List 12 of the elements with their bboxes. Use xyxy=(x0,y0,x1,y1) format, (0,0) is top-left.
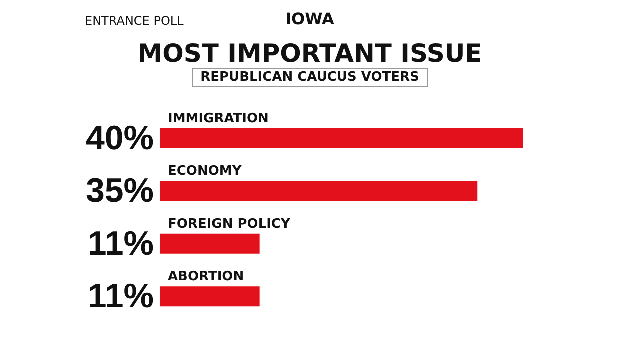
text: IOWA xyxy=(286,10,336,28)
y-tick-label: ABORTION xyxy=(168,270,244,285)
chart-title: MOST IMPORTANT ISSUE xyxy=(138,39,482,68)
data-label: 11% xyxy=(88,224,154,263)
y-tick-label: IMMIGRATION xyxy=(168,111,269,126)
data-label: 11% xyxy=(88,278,154,316)
y-tick-label: ECONOMY xyxy=(168,164,242,180)
y-tick-label: FOREIGN POLICY xyxy=(168,216,291,232)
data-label: 35% xyxy=(86,172,154,210)
chart-subtitle: REPUBLICAN CAUCUS VOTERS xyxy=(200,70,420,85)
text: ENTRANCE POLL xyxy=(85,14,184,28)
data-label: 40% xyxy=(86,119,154,158)
